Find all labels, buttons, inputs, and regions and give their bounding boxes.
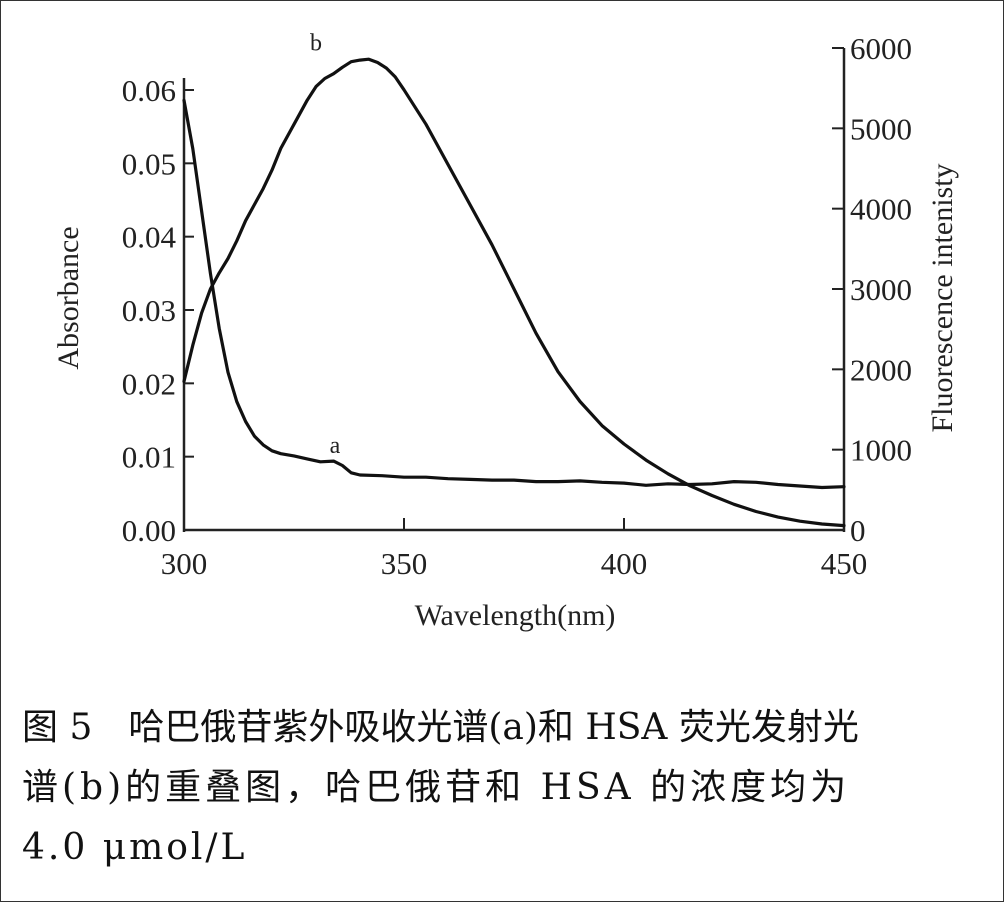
y-left-tick-label: 0.04 [122, 220, 177, 255]
x-tick-label: 350 [381, 546, 428, 581]
y-right-axis-title: Fluorescence intenisty [926, 163, 959, 432]
y-left-tick-label: 0.05 [122, 146, 176, 181]
series-labels: ab [310, 31, 341, 460]
x-tick-label: 300 [161, 546, 208, 581]
caption-line-3: 4.0 μmol/L [22, 827, 248, 868]
y-right-tick-label: 1000 [850, 433, 912, 468]
series-label-a: a [330, 433, 341, 459]
right-axis-ticks: 0 1000 2000 3000 4000 5000 6000 [832, 31, 912, 548]
y-right-tick-label: 6000 [850, 31, 912, 66]
x-tick-label: 450 [821, 546, 868, 581]
figure-caption: 图 5 哈巴俄苷紫外吸收光谱(a)和 HSA 荧光发射光 谱(b)的重叠图，哈巴… [22, 698, 982, 878]
caption-line-1: 图 5 哈巴俄苷紫外吸收光谱(a)和 HSA 荧光发射光 [22, 707, 859, 748]
series-label-b: b [310, 31, 322, 57]
left-axis-ticks: 0.00 0.01 0.02 0.03 0.04 0.05 0.06 [122, 73, 194, 548]
y-right-tick-label: 4000 [850, 192, 912, 227]
y-left-axis-title: Absorbance [52, 226, 85, 369]
x-axis-title: Wavelength(nm) [415, 599, 616, 632]
y-right-tick-label: 5000 [850, 111, 912, 146]
caption-line-2: 谱(b)的重叠图，哈巴俄苷和 HSA 的浓度均为 [22, 767, 851, 808]
chart: 0.00 0.01 0.02 0.03 0.04 0.05 0.06 0 1000 2000 30… [52, 31, 959, 632]
y-left-tick-label: 0.01 [122, 440, 176, 475]
y-right-tick-label: 2000 [850, 352, 912, 387]
chart-series [182, 57, 846, 528]
series-line-a [182, 98, 846, 490]
y-left-tick-label: 0.00 [122, 513, 176, 548]
y-left-tick-label: 0.03 [122, 293, 176, 328]
y-left-tick-label: 0.02 [122, 366, 176, 401]
series-line-b [182, 57, 846, 528]
y-right-tick-label: 0 [850, 513, 866, 548]
y-left-tick-label: 0.06 [122, 73, 176, 108]
y-right-tick-label: 3000 [850, 272, 912, 307]
x-tick-label: 400 [601, 546, 648, 581]
x-axis-ticks: 300 350 400 450 [161, 518, 868, 581]
